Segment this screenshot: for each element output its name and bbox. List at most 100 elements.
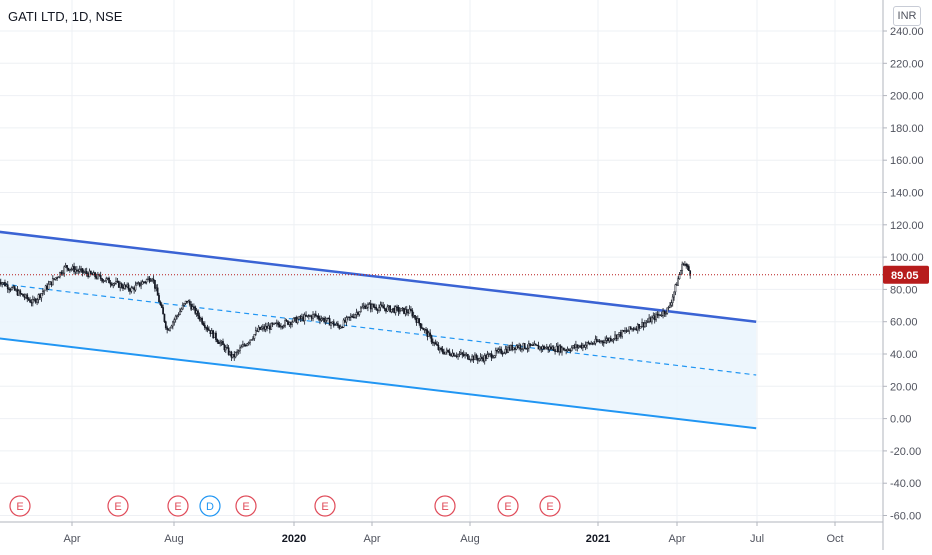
- candles: [0, 261, 692, 365]
- candle-body: [500, 348, 503, 354]
- candle-body: [563, 349, 566, 351]
- candle-body: [485, 355, 487, 359]
- candle-body: [493, 355, 496, 358]
- event-marker-label: E: [174, 501, 181, 513]
- y-axis[interactable]: 240.00 220.00 200.00 180.00 160.00 140.00 120.…: [883, 26, 924, 523]
- y-tick-label: 0.00: [890, 414, 911, 426]
- candle-body: [149, 280, 152, 282]
- earnings-marker[interactable]: E: [434, 495, 456, 517]
- candle-body: [239, 347, 241, 351]
- candle-body: [155, 287, 158, 289]
- candle-body: [222, 341, 224, 346]
- y-tick-label: 120.00: [890, 220, 924, 232]
- candle-body: [474, 354, 476, 361]
- candle-body: [109, 282, 112, 285]
- currency-badge[interactable]: INR: [893, 6, 921, 26]
- candle-body: [418, 318, 421, 324]
- candle-body: [577, 346, 580, 348]
- candle-body: [681, 263, 684, 272]
- upper-trend-line[interactable]: [0, 228, 757, 323]
- candle-body: [570, 347, 573, 351]
- candle-body: [138, 282, 141, 287]
- earnings-marker[interactable]: E: [107, 495, 129, 517]
- x-tick-label: Apr: [63, 533, 80, 545]
- candle-body: [379, 304, 382, 308]
- candle-body: [555, 345, 558, 352]
- candle-body: [604, 340, 606, 344]
- candle-body: [202, 323, 205, 326]
- candle-body: [212, 330, 215, 338]
- candle-body: [518, 344, 521, 348]
- candle-body: [608, 337, 611, 342]
- earnings-marker[interactable]: E: [9, 495, 31, 517]
- candle-body: [23, 296, 26, 298]
- candle-body: [597, 340, 600, 343]
- y-tick-label: 240.00: [890, 26, 924, 38]
- candle-body: [559, 345, 562, 353]
- candle-body: [208, 329, 210, 331]
- candle-body: [237, 350, 240, 352]
- event-marker-label: E: [504, 501, 511, 513]
- candle-body: [177, 314, 180, 316]
- x-axis[interactable]: Apr Aug 2020 Apr Aug 2021 Apr Jul Oct: [63, 522, 844, 545]
- lower-trend-line[interactable]: [0, 335, 757, 430]
- candle-body: [656, 313, 659, 316]
- earnings-marker[interactable]: E: [235, 495, 257, 517]
- candle-body: [233, 354, 236, 358]
- earnings-marker[interactable]: E: [167, 495, 189, 517]
- candle-body: [438, 347, 441, 350]
- candle-body: [658, 314, 660, 316]
- earnings-marker[interactable]: E: [497, 495, 519, 517]
- earnings-marker[interactable]: E: [539, 495, 561, 517]
- candle-body: [43, 289, 46, 293]
- candle-body: [147, 277, 149, 280]
- candle-body: [529, 343, 532, 346]
- y-tick-label: 140.00: [890, 188, 924, 200]
- earnings-marker[interactable]: E: [314, 495, 336, 517]
- candle-body: [328, 318, 331, 326]
- candle-body: [565, 349, 567, 351]
- candle-body: [61, 272, 64, 275]
- candle-body: [320, 318, 323, 321]
- candle-body: [8, 288, 10, 290]
- candle-body: [199, 318, 202, 320]
- candle-body: [489, 353, 492, 355]
- candle-body: [244, 344, 247, 347]
- candle-body: [689, 270, 692, 276]
- y-tick-label: 20.00: [890, 381, 918, 393]
- candle-body: [600, 340, 602, 343]
- candle-body: [194, 306, 197, 314]
- candle-body: [580, 344, 583, 349]
- event-marker-circle: [199, 495, 221, 517]
- candle-body: [642, 322, 645, 327]
- candle-body: [510, 344, 512, 351]
- candle-body: [492, 357, 494, 359]
- candle-body: [382, 305, 385, 309]
- candle-body: [626, 330, 629, 332]
- candle-body: [530, 344, 533, 346]
- candle-body: [295, 317, 298, 324]
- candle-body: [357, 312, 359, 315]
- candle-body: [252, 338, 254, 340]
- candle-body: [174, 315, 177, 320]
- candle-body: [348, 316, 351, 318]
- candle-body: [57, 276, 60, 279]
- candle-body: [426, 330, 429, 337]
- candle-body: [685, 263, 688, 266]
- candle-body: [116, 280, 119, 283]
- candle-body: [398, 310, 401, 313]
- candle-body: [187, 300, 190, 303]
- candle-body: [16, 289, 19, 296]
- candle-body: [354, 314, 356, 318]
- middle-trend-line[interactable]: [0, 280, 757, 376]
- event-marker-label: D: [206, 501, 214, 513]
- dividend-marker[interactable]: D: [199, 495, 221, 517]
- candle-body: [302, 316, 305, 321]
- candle-body: [387, 305, 390, 308]
- candle-body: [210, 330, 213, 335]
- candle-body: [54, 277, 57, 280]
- candle-body: [479, 356, 482, 359]
- candle-body: [126, 284, 129, 288]
